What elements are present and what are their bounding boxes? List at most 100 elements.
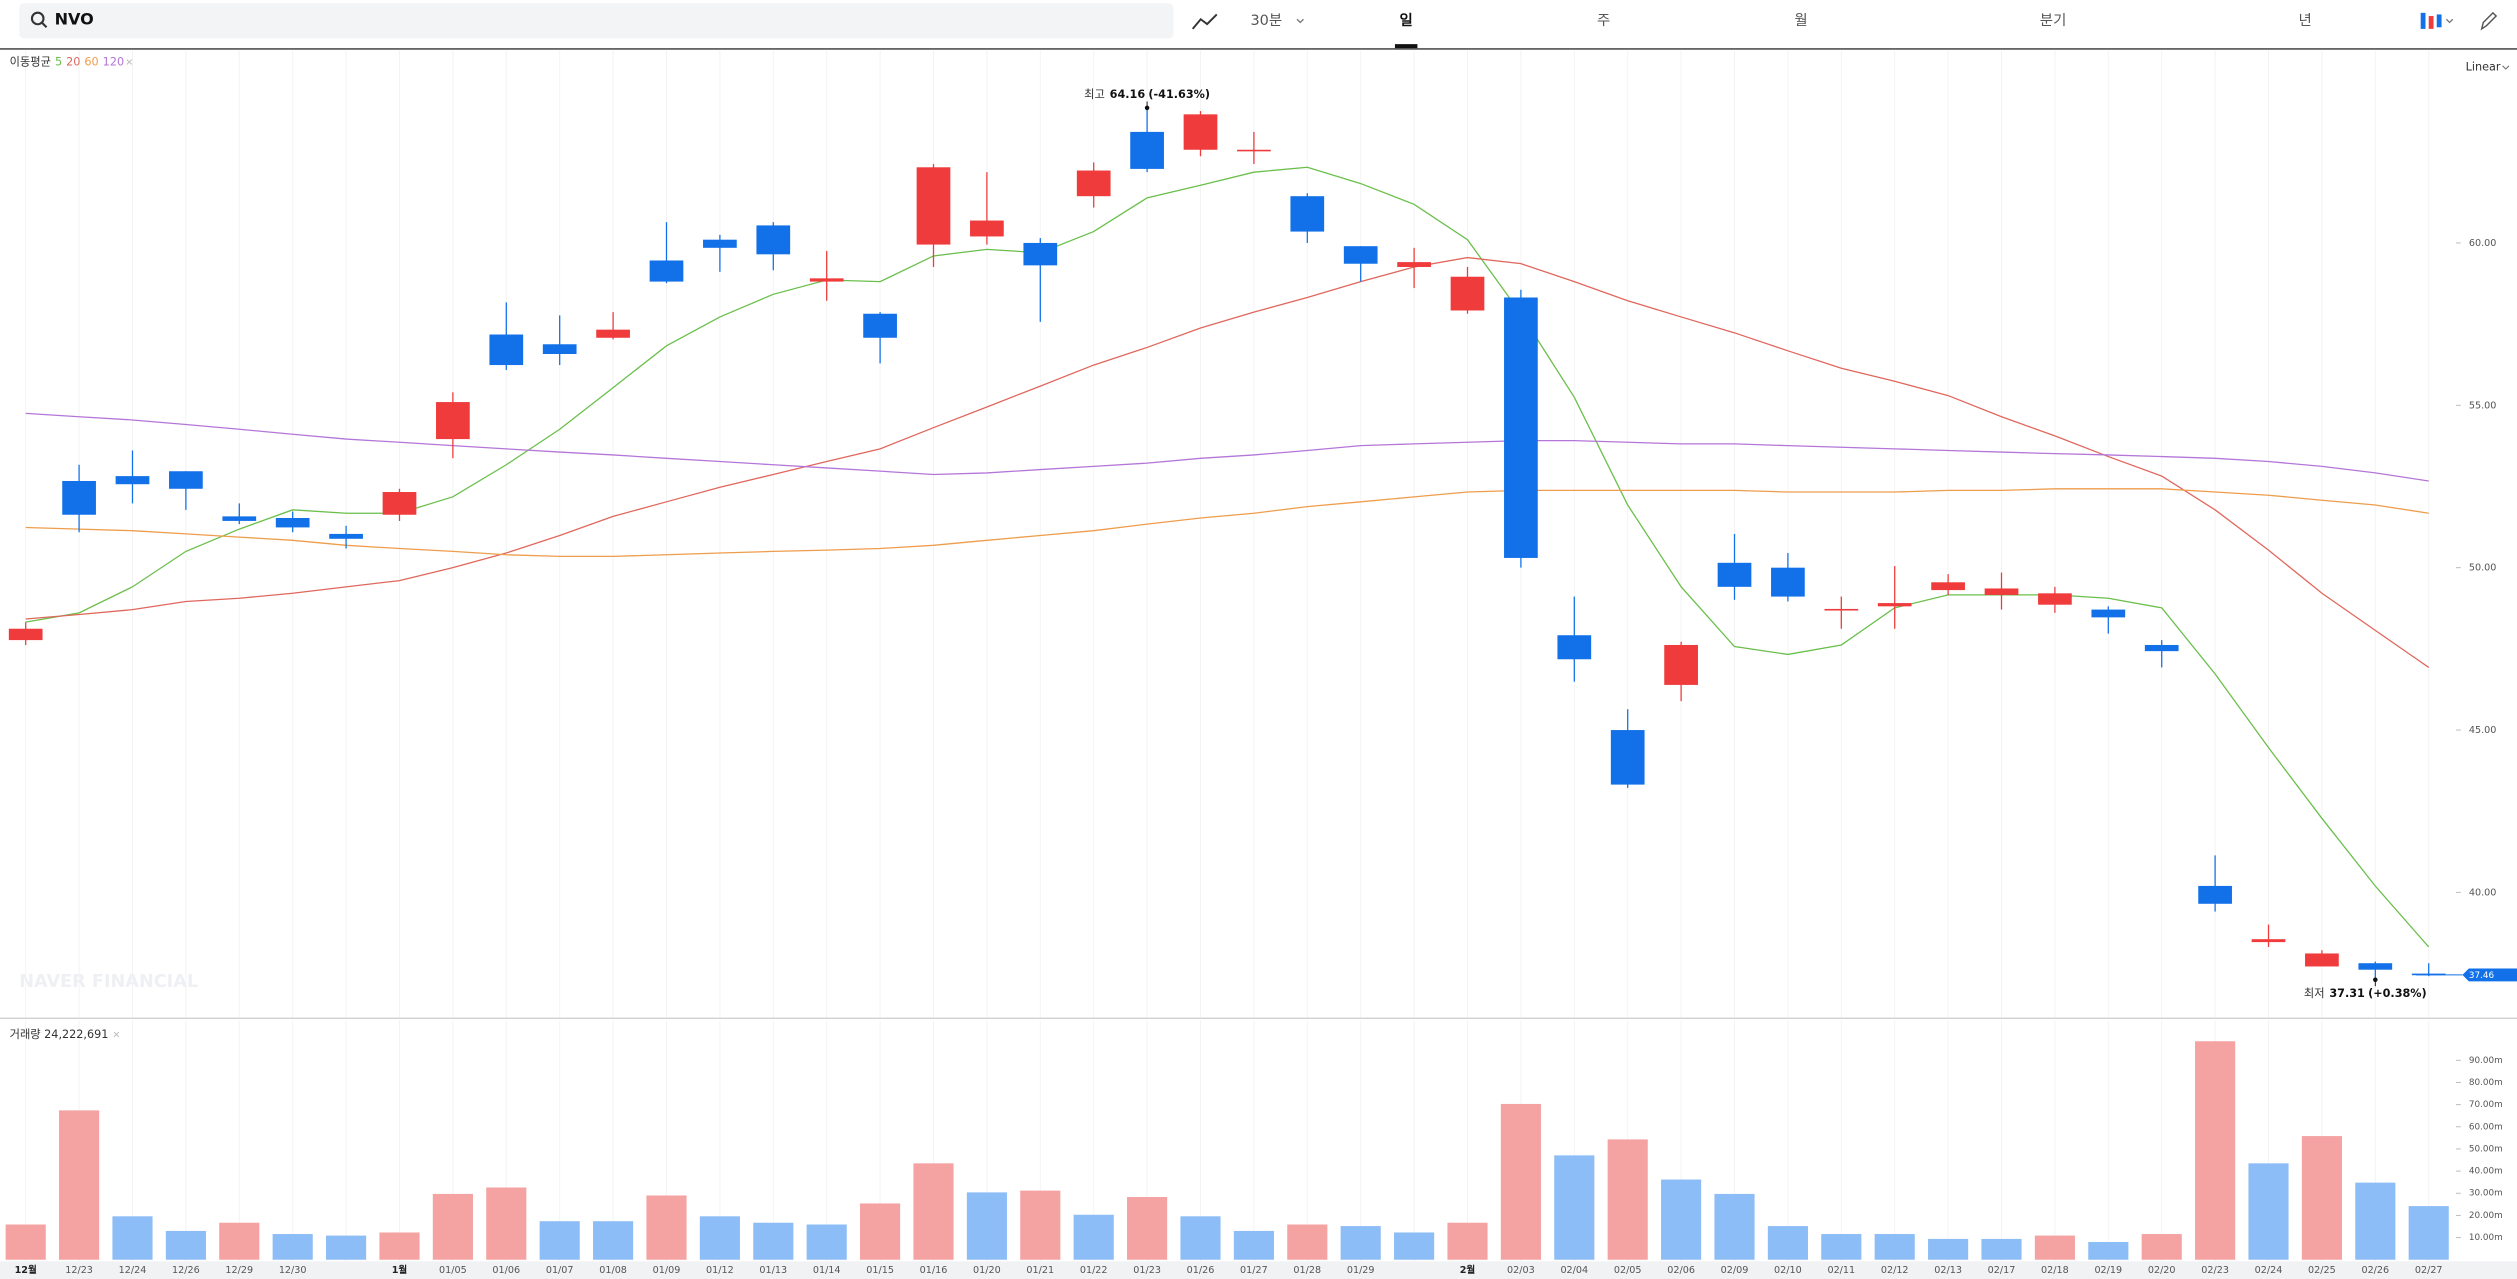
- x-tick-label: 02/03: [1507, 1265, 1535, 1276]
- x-tick-label: 12/23: [65, 1265, 93, 1276]
- period-tab[interactable]: 일: [1400, 12, 1413, 29]
- period-tab[interactable]: 년: [2298, 12, 2311, 29]
- x-tick-label: 02/06: [1667, 1265, 1695, 1276]
- x-tick-label: 12/30: [279, 1265, 307, 1276]
- period-tab[interactable]: 월: [1794, 12, 1807, 29]
- x-axis-band: [0, 1261, 2517, 1279]
- candle-body: [1450, 276, 1485, 311]
- volume-bar: [699, 1216, 740, 1260]
- x-tick-label: 02/20: [2148, 1265, 2176, 1276]
- volume-bar: [860, 1203, 901, 1260]
- x-tick-label: 02/11: [1827, 1265, 1855, 1276]
- volume-bar: [379, 1232, 420, 1260]
- volume-bar: [2408, 1206, 2449, 1260]
- volume-bar: [1661, 1179, 1702, 1260]
- x-tick-label: 01/26: [1187, 1265, 1215, 1276]
- volume-bar: [1020, 1190, 1061, 1260]
- x-tick-label: 02/25: [2308, 1265, 2336, 1276]
- volume-bar: [59, 1110, 100, 1260]
- y-tick-label: 90.00m: [2469, 1056, 2503, 1066]
- candle-body: [1824, 608, 1859, 611]
- x-tick-label: 12/24: [119, 1265, 147, 1276]
- candle-body: [1343, 246, 1378, 264]
- ma-legend-title: 이동평균: [10, 56, 51, 69]
- volume-bar: [1233, 1230, 1274, 1260]
- volume-bar: [806, 1224, 847, 1260]
- volume-bar: [2195, 1041, 2236, 1260]
- candle-body: [329, 533, 363, 539]
- x-tick-label: 02/13: [1934, 1265, 1962, 1276]
- volume-bar: [1874, 1234, 1915, 1260]
- x-tick-label: 01/07: [546, 1265, 574, 1276]
- search-box[interactable]: [19, 3, 1174, 39]
- volume-bar: [1554, 1155, 1595, 1260]
- candle-body: [1771, 567, 1805, 597]
- volume-bar: [165, 1230, 206, 1260]
- volume-bar: [593, 1221, 634, 1260]
- candle-body: [1504, 297, 1538, 558]
- volume-settings: ✕: [112, 1030, 120, 1041]
- period-tab[interactable]: 주: [1597, 13, 1610, 29]
- candle-body: [542, 344, 577, 355]
- volume-bar: [1607, 1139, 1648, 1260]
- y-tick-label: 45.00: [2469, 725, 2497, 736]
- x-tick-label: 02/10: [1774, 1265, 1802, 1276]
- volume-bar: [1821, 1234, 1862, 1260]
- draw-icon[interactable]: [2480, 11, 2498, 31]
- y-tick-label: 10.00m: [2469, 1233, 2503, 1243]
- volume-bar: [1394, 1232, 1435, 1260]
- period-tab[interactable]: 분기: [2040, 12, 2067, 29]
- volume-bar: [1127, 1197, 1168, 1260]
- x-tick-label: 02/12: [1881, 1265, 1909, 1276]
- candle-body: [436, 402, 470, 440]
- chart-type-icon[interactable]: [2436, 14, 2442, 28]
- candle-body: [1290, 196, 1325, 232]
- search-text: NVO: [55, 10, 94, 29]
- candle-body: [1076, 170, 1111, 197]
- interval-select[interactable]: 30분: [1250, 13, 1282, 29]
- x-tick-label: 02/26: [2361, 1265, 2389, 1276]
- candle-body: [970, 220, 1004, 237]
- volume-bar: [1447, 1222, 1488, 1260]
- volume-bar: [272, 1234, 313, 1260]
- scale-toggle[interactable]: Linear: [2466, 60, 2501, 73]
- x-tick-label: 2월: [1460, 1264, 1476, 1276]
- x-tick-label: 02/24: [2255, 1265, 2283, 1276]
- dropdown-arrow: [2445, 18, 2454, 24]
- candle-body: [275, 517, 310, 528]
- candle-body: [1130, 131, 1164, 169]
- search-icon: [40, 21, 48, 29]
- candle-body: [2091, 609, 2126, 618]
- x-tick-label: 01/27: [1240, 1265, 1268, 1276]
- volume-bar: [1500, 1103, 1541, 1260]
- y-tick-label: 80.00m: [2469, 1078, 2503, 1088]
- dropdown-arrow: [1296, 18, 1304, 24]
- candle-body: [2038, 593, 2072, 605]
- candle-body: [1023, 242, 1058, 266]
- y-tick-label: 60.00m: [2469, 1122, 2503, 1132]
- ma-legend: 이동평균 5 20 60 120: [10, 56, 124, 69]
- x-tick-label: 01/23: [1133, 1265, 1161, 1276]
- dropdown-arrow: [2502, 65, 2510, 70]
- ma-legend-entry: 120: [103, 56, 124, 69]
- chart-type-icon[interactable]: [2420, 12, 2426, 29]
- x-tick-label: 12/26: [172, 1265, 200, 1276]
- x-tick-label: 02/18: [2041, 1265, 2069, 1276]
- candle-body: [1557, 635, 1592, 660]
- candle-body: [863, 313, 897, 338]
- ma-line: [25, 488, 2429, 558]
- y-tick-label: 50.00m: [2469, 1144, 2503, 1154]
- y-tick-label: 60.00: [2469, 238, 2497, 249]
- y-tick-label: 55.00: [2469, 400, 2497, 411]
- volume-bar: [326, 1235, 367, 1260]
- candle-body: [596, 329, 630, 338]
- extreme-change: (-41.63%): [1148, 88, 1210, 101]
- indicator-icon[interactable]: [1191, 13, 1218, 30]
- ma-legend-entry: 5: [55, 56, 62, 69]
- volume-bar: [432, 1193, 473, 1260]
- x-tick-label: 01/08: [599, 1265, 627, 1276]
- chart-type-icon[interactable]: [2428, 16, 2434, 29]
